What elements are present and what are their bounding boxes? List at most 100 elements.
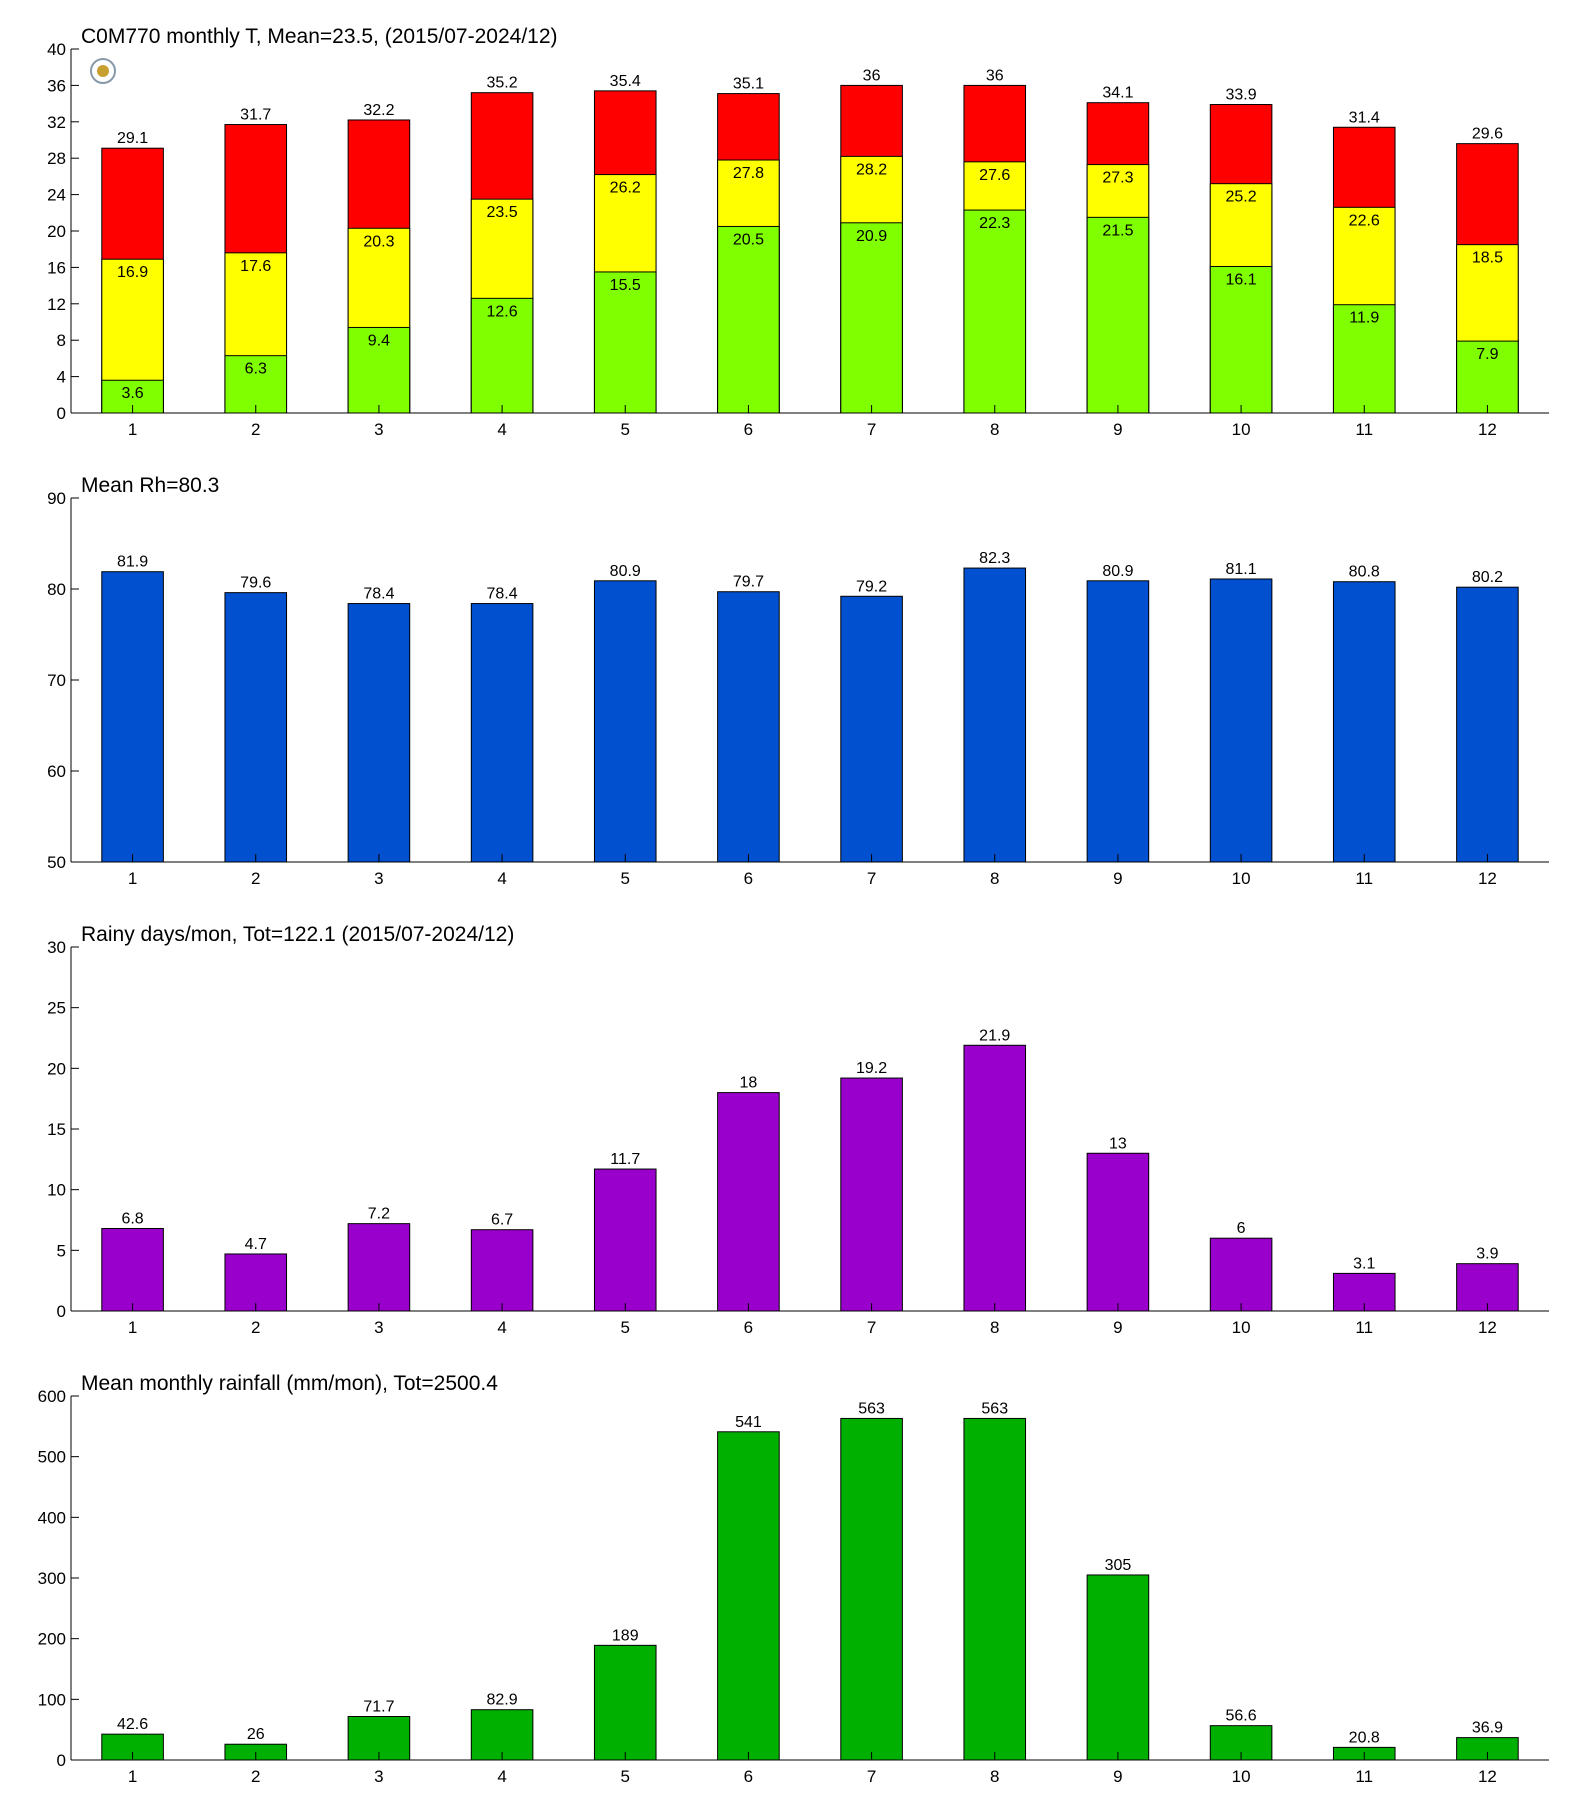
value-label: 26 xyxy=(247,1726,265,1743)
x-tick-label: 9 xyxy=(1113,1767,1122,1786)
value-label: 563 xyxy=(858,1400,885,1417)
value-label: 305 xyxy=(1105,1557,1132,1574)
value-label: 21.5 xyxy=(1102,222,1133,239)
x-tick-label: 8 xyxy=(990,869,999,888)
bar xyxy=(1209,578,1273,863)
value-label: 18 xyxy=(740,1075,758,1092)
value-label: 13 xyxy=(1109,1135,1127,1152)
y-tick-label: 28 xyxy=(47,149,66,168)
x-tick-label: 1 xyxy=(128,869,137,888)
x-tick-label: 10 xyxy=(1232,420,1251,439)
x-tick-label: 3 xyxy=(374,869,383,888)
bar xyxy=(840,222,903,414)
x-tick-label: 1 xyxy=(128,1767,137,1786)
y-tick-label: 24 xyxy=(47,186,66,205)
x-tick-label: 4 xyxy=(497,1767,506,1786)
value-label: 36 xyxy=(863,67,881,84)
value-label: 81.1 xyxy=(1226,561,1257,578)
y-tick-label: 200 xyxy=(38,1630,66,1649)
bar xyxy=(963,209,1027,414)
value-label: 33.9 xyxy=(1226,87,1257,104)
y-tick-label: 90 xyxy=(47,489,66,508)
y-tick-label: 600 xyxy=(38,1387,66,1406)
x-tick-label: 5 xyxy=(621,1767,630,1786)
value-label: 20.3 xyxy=(363,233,394,250)
bar xyxy=(470,603,534,863)
value-label: 6.3 xyxy=(245,361,267,378)
y-tick-label: 40 xyxy=(47,40,66,59)
value-label: 80.9 xyxy=(1102,563,1133,580)
value-label: 79.6 xyxy=(240,575,271,592)
y-tick-label: 70 xyxy=(47,671,66,690)
bar xyxy=(717,225,780,414)
value-label: 35.4 xyxy=(610,73,641,90)
x-tick-label: 5 xyxy=(621,1318,630,1337)
y-tick-label: 12 xyxy=(47,295,66,314)
bar xyxy=(224,592,288,863)
bar xyxy=(470,1229,534,1312)
y-tick-label: 50 xyxy=(47,853,66,872)
x-tick-label: 11 xyxy=(1355,1767,1373,1786)
bar xyxy=(1332,581,1396,863)
value-label: 7.2 xyxy=(368,1206,390,1223)
bar xyxy=(470,1709,534,1761)
x-tick-label: 2 xyxy=(251,1318,260,1337)
value-label: 29.1 xyxy=(117,130,148,147)
bar xyxy=(470,297,534,414)
y-tick-label: 36 xyxy=(47,76,66,95)
value-label: 27.3 xyxy=(1102,170,1133,187)
bar xyxy=(717,591,780,863)
value-label: 28.2 xyxy=(856,161,887,178)
value-label: 31.7 xyxy=(240,107,271,124)
value-label: 78.4 xyxy=(487,586,518,603)
x-tick-label: 11 xyxy=(1355,420,1373,439)
y-tick-label: 500 xyxy=(38,1448,66,1467)
value-label: 80.2 xyxy=(1472,569,1503,586)
x-tick-label: 7 xyxy=(867,420,876,439)
value-label: 56.6 xyxy=(1226,1708,1257,1725)
y-tick-label: 10 xyxy=(47,1181,66,1200)
bar xyxy=(593,1168,657,1312)
y-tick-label: 5 xyxy=(57,1241,66,1260)
bar xyxy=(717,1092,780,1312)
bar xyxy=(1456,340,1519,414)
y-tick-label: 80 xyxy=(47,580,66,599)
x-tick-label: 6 xyxy=(744,1767,753,1786)
bar xyxy=(224,1253,288,1312)
x-tick-label: 10 xyxy=(1232,1318,1251,1337)
value-label: 6 xyxy=(1237,1220,1246,1237)
value-label: 27.8 xyxy=(733,165,764,182)
x-tick-label: 3 xyxy=(374,420,383,439)
x-tick-label: 2 xyxy=(251,1767,260,1786)
y-tick-label: 0 xyxy=(57,404,66,423)
x-tick-label: 9 xyxy=(1113,869,1122,888)
x-tick-label: 9 xyxy=(1113,1318,1122,1337)
x-tick-label: 4 xyxy=(497,420,506,439)
value-label: 82.9 xyxy=(487,1692,518,1709)
x-tick-label: 7 xyxy=(867,869,876,888)
value-label: 15.5 xyxy=(610,277,641,294)
y-tick-label: 60 xyxy=(47,762,66,781)
x-tick-label: 11 xyxy=(1355,1318,1373,1337)
y-tick-label: 32 xyxy=(47,113,66,132)
bar xyxy=(1332,304,1396,414)
bar xyxy=(1086,580,1150,863)
bar xyxy=(101,1227,164,1312)
x-tick-label: 10 xyxy=(1232,869,1251,888)
value-label: 80.9 xyxy=(610,563,641,580)
bar xyxy=(717,1431,780,1761)
chart-title: Rainy days/mon, Tot=122.1 (2015/07-2024/… xyxy=(81,923,514,946)
x-tick-label: 3 xyxy=(374,1767,383,1786)
y-tick-label: 20 xyxy=(47,1059,66,1078)
value-label: 25.2 xyxy=(1226,189,1257,206)
value-label: 6.7 xyxy=(491,1212,513,1229)
value-label: 35.2 xyxy=(487,75,518,92)
x-tick-label: 3 xyxy=(374,1318,383,1337)
value-label: 82.3 xyxy=(979,550,1010,567)
value-label: 29.6 xyxy=(1472,126,1503,143)
value-label: 20.5 xyxy=(733,231,764,248)
value-label: 16.1 xyxy=(1226,271,1257,288)
y-tick-label: 0 xyxy=(57,1302,66,1321)
value-label: 189 xyxy=(612,1627,639,1644)
value-label: 22.6 xyxy=(1349,212,1380,229)
